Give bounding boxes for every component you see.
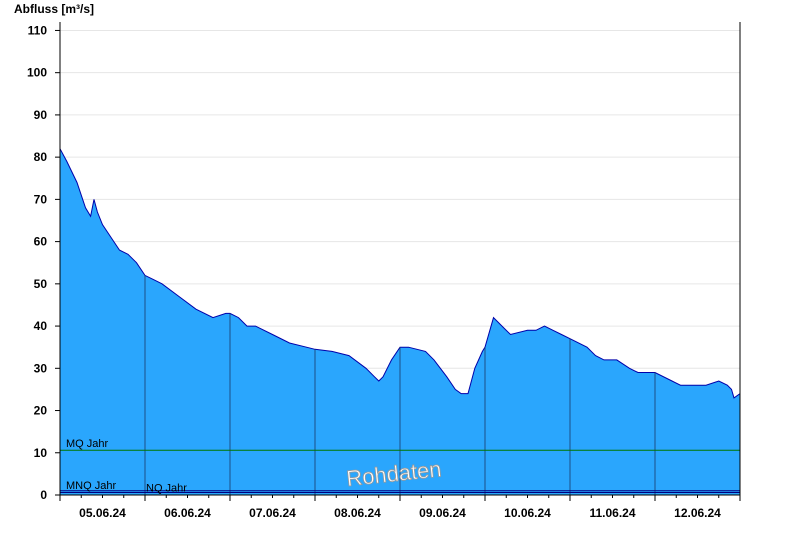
y-tick-label: 100	[27, 66, 47, 80]
x-tick-label: 07.06.24	[249, 506, 296, 520]
x-tick-label: 11.06.24	[589, 506, 635, 520]
x-axis-ticks: 05.06.24 06.06.24 07.06.24 08.06.24 09.06.24…	[59, 495, 741, 520]
y-tick-label: 40	[34, 319, 48, 333]
y-tick-label: 70	[34, 192, 48, 206]
y-axis-ticks: 0 10 20 30 40 50 60 70 80 90 100 110	[27, 23, 60, 502]
y-tick-label: 20	[34, 404, 48, 418]
y-tick-label: 110	[28, 23, 48, 37]
x-tick-label: 05.06.24	[79, 506, 126, 520]
y-tick-label: 80	[34, 150, 48, 164]
reference-label: NQ Jahr	[146, 482, 187, 494]
y-tick-label: 0	[40, 488, 47, 502]
y-tick-label: 60	[34, 235, 48, 249]
y-tick-label: 90	[34, 108, 48, 122]
reference-label: MNQ Jahr	[66, 480, 116, 492]
x-tick-label: 09.06.24	[419, 506, 466, 520]
y-tick-label: 50	[34, 277, 48, 291]
x-tick-label: 06.06.24	[164, 506, 211, 520]
discharge-line	[59, 148, 741, 399]
reference-label: MQ Jahr	[66, 438, 109, 450]
y-tick-label: 10	[34, 446, 48, 460]
x-tick-label: 10.06.24	[504, 506, 551, 520]
y-axis-title: Abfluss [m³/s]	[14, 2, 94, 16]
y-tick-label: 30	[34, 361, 48, 375]
plot-area: MQ Jahr MNQ Jahr NQ Jahr	[59, 22, 741, 496]
x-tick-label: 12.06.24	[674, 506, 721, 520]
x-tick-label: 08.06.24	[334, 506, 381, 520]
